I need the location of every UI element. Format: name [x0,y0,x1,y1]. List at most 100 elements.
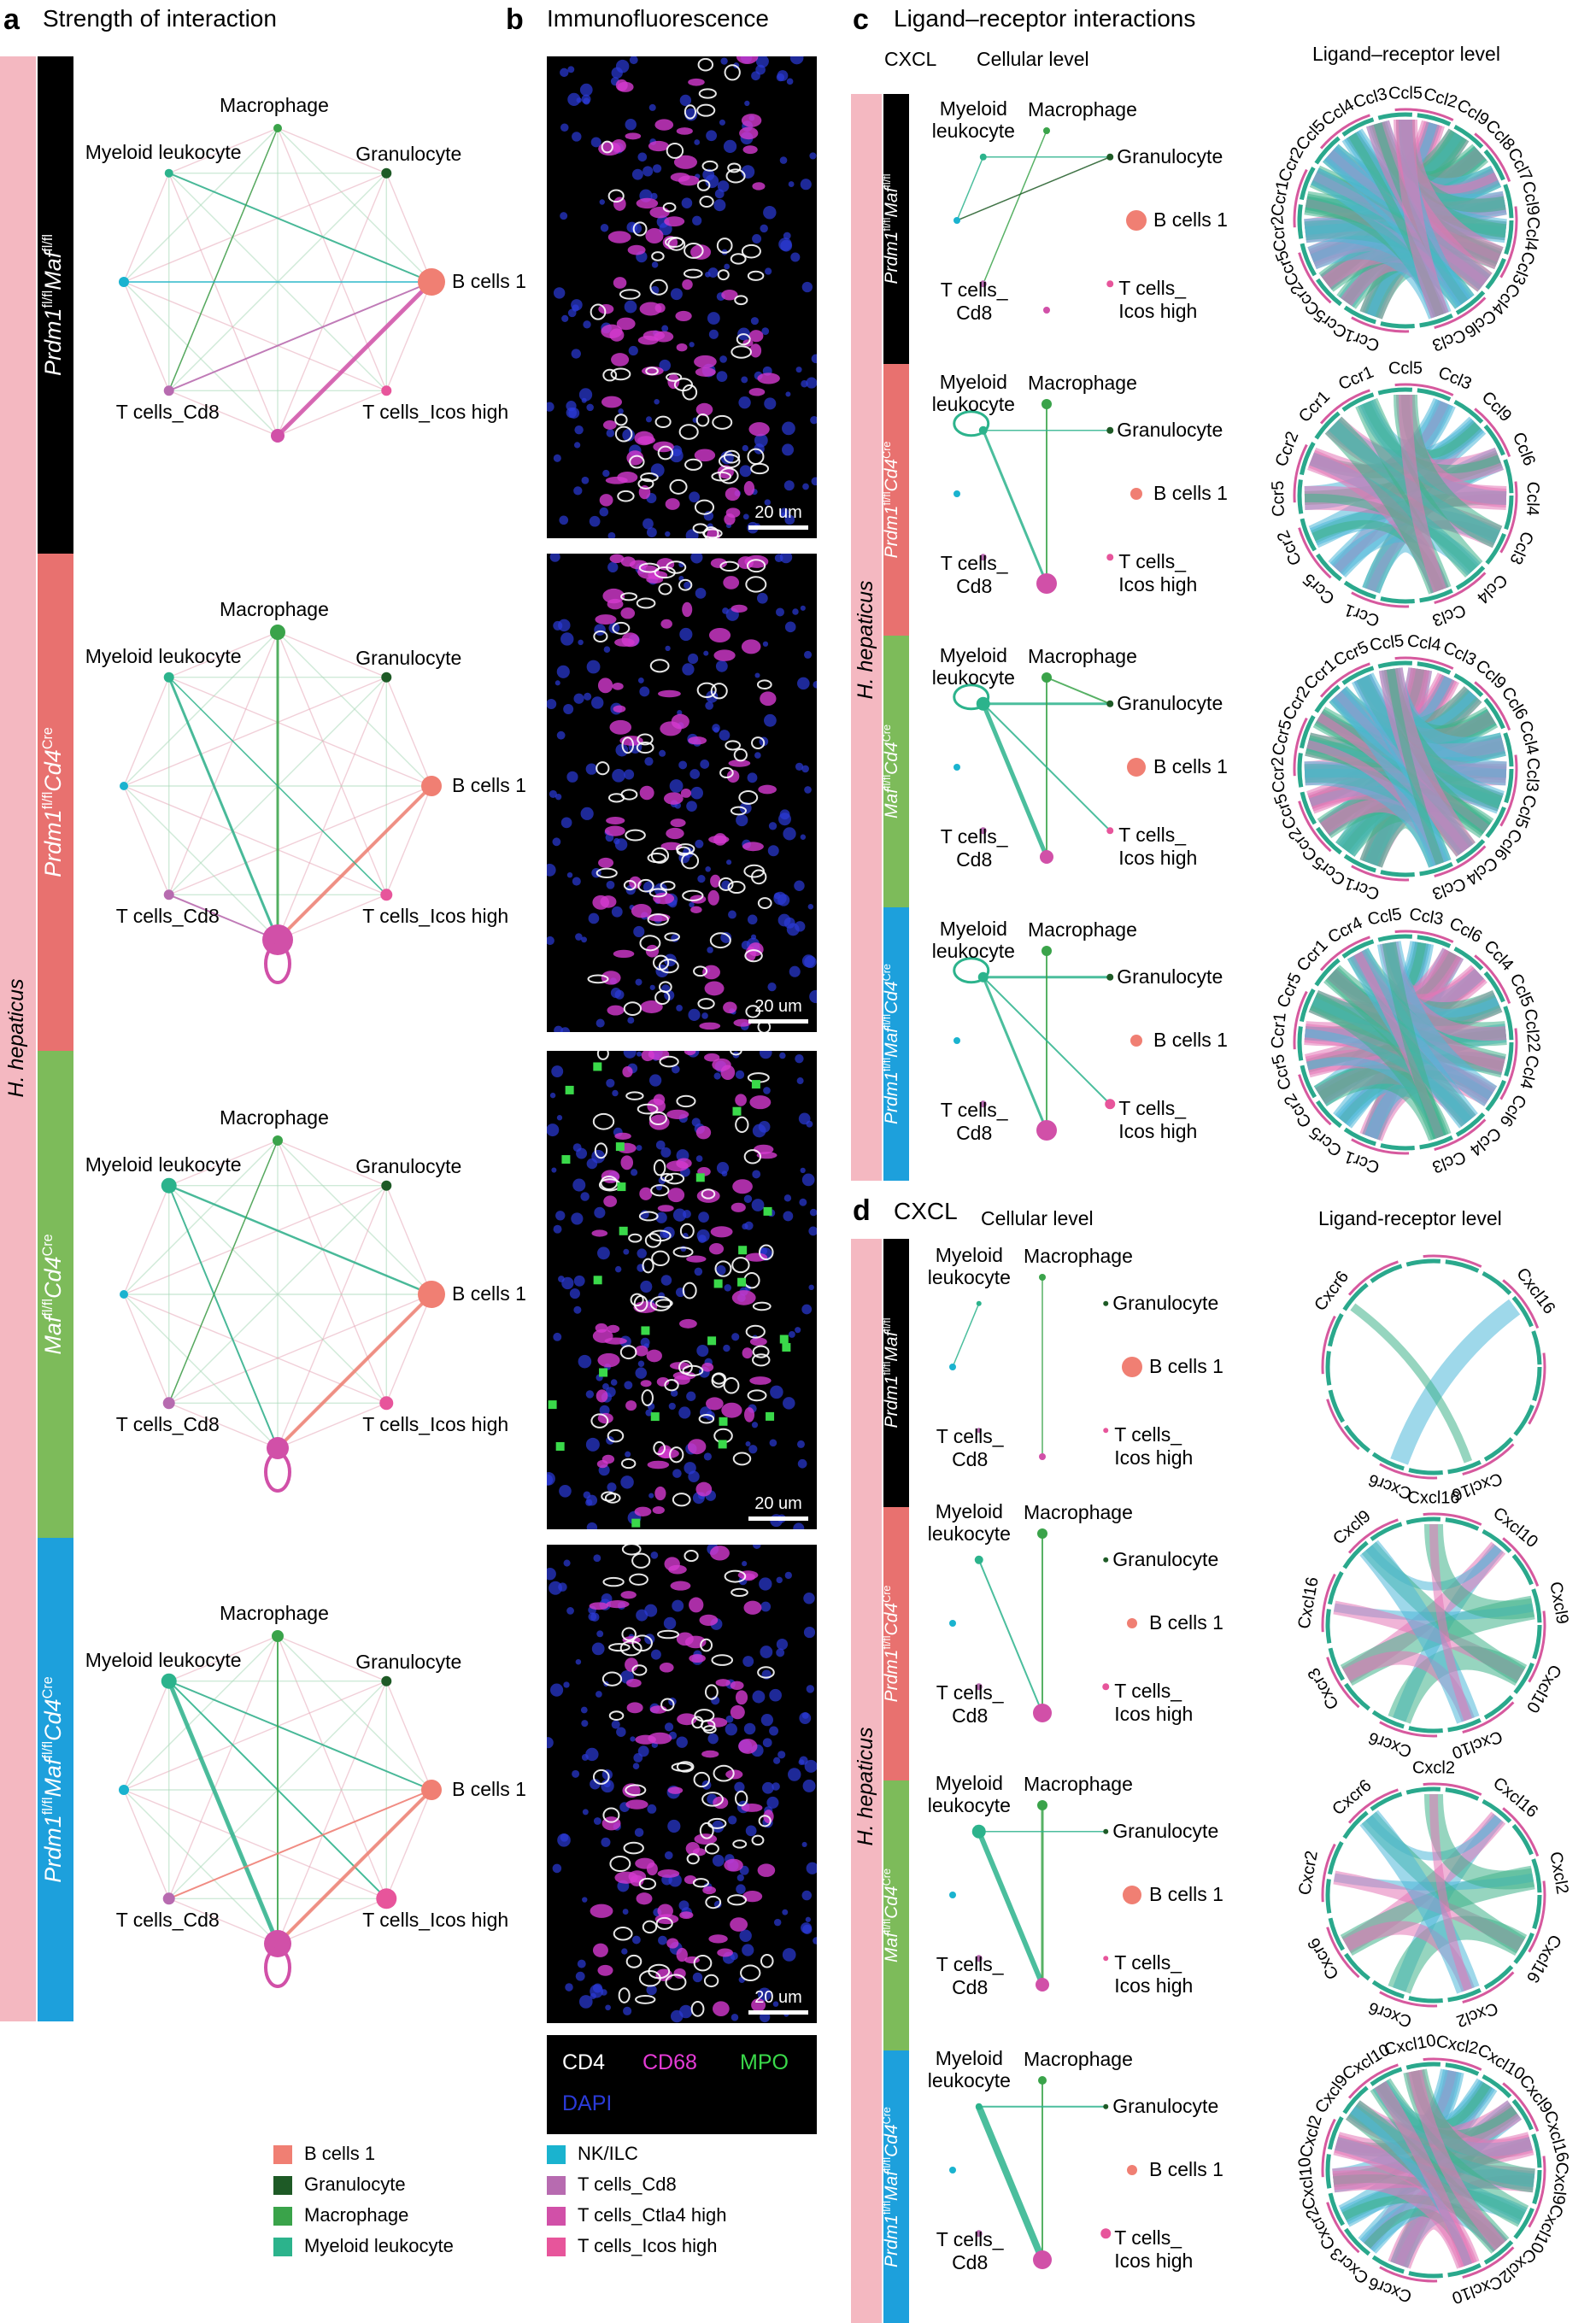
net-a-3-node-cd8 [162,1892,175,1905]
net-c-2-label-bcells: B cells 1 [1153,755,1228,777]
net-a-3-edge-faint [123,1681,387,1791]
myeloid-line: Myeloid [935,1771,1003,1794]
cd8-line: Cd8 [956,848,993,871]
legend-label: T cells_Icos high [578,2235,718,2256]
chord-d-3-label: Cxcr2 [1302,2204,1340,2253]
net-d-3-label-macrophage: Macrophage [1024,2048,1133,2070]
net-a-3-node-mac [272,1630,284,1642]
chord-c-0: Ccr1Ccr5Ccr2Ccr5Ccr2Ccr1Ccr2Ccl5Ccl4Ccl3… [1268,84,1543,355]
icos-line: Icos high [1114,1702,1194,1725]
net-a-2-edge-faint [168,1402,279,1449]
net-a-3-label-granulocyte: Granulocyte [355,1650,462,1673]
net-a-1-edge-faint [385,785,432,895]
icos-line: T cells_ [1118,277,1187,300]
chord-c-1-ribbon [1399,394,1446,593]
chord-c-2-arc [1297,660,1514,877]
net-a-1-edge-faint [277,631,432,787]
net-d-1-node-cd8 [975,1683,983,1691]
myeloid-line: Myeloid [939,97,1007,120]
net-a-1-label-icos: T cells_Icos high [362,905,509,928]
chord-c-3-arc [1297,934,1514,1151]
net-a-0-node-mye [164,168,173,178]
net-d-2-label-granulocyte: Granulocyte [1112,1819,1219,1842]
net-a-1-edge-faint [385,677,432,787]
net-a-2-edge-faint [123,1185,387,1295]
panel-c-cellular-level: Cellular level [977,48,1089,70]
chord-c-1-arc [1297,387,1514,604]
legend-item-0: B cells 1 [273,2143,375,2165]
chord-d-2-label: Cxcr2 [1295,1850,1322,1897]
panel-title-b: Immunofluorescence [547,5,769,32]
chord-c-0-label: Ccr1 [1268,179,1293,217]
net-a-3-node-mye [161,1673,177,1689]
net-d-0-label-granulocyte: Granulocyte [1112,1291,1219,1314]
net-a-3-edge [168,1789,432,1900]
net-d-1-label-bcells: B cells 1 [1149,1611,1223,1634]
legend-swatch [273,2145,292,2165]
net-c-2-node-bcells [1127,758,1146,777]
scalebar-label-2: 20 um [754,1494,802,1513]
net-c-0-edge [983,130,1047,285]
net-a-1-edge-faint [123,785,170,895]
net-d-3-label-icos: T cells_ Icos high [1114,2226,1193,2272]
icos-line: T cells_ [1118,550,1187,573]
net-a-1-edge-faint [123,631,279,787]
net-a-3-edge-faint [168,1635,279,1899]
scalebar-3: 20 um [748,1988,808,2015]
net-c-2-label-icos: T cells_ Icos high [1118,824,1197,869]
net-a-3-selfloop [264,1947,291,1988]
net-a-2-node-cd8 [162,1397,175,1410]
net-d-2-node-icos [1103,1956,1109,1962]
net-a-3-node-icos [376,1888,397,1909]
chord-c-0-arc [1297,112,1514,329]
net-c-1-node-icos [1106,554,1114,561]
chord-d-1: Cxcr6Cxcr3Cxcl16Cxcl9Cxcl16Cxcl10Cxcl9Cx… [1294,1488,1571,1762]
net-a-2-edge-faint [123,1185,170,1295]
net-a-3-edge-faint [277,1681,387,1945]
chord-c-2-label: Ccl3 [1429,874,1468,903]
net-a-3-node-bcells [421,1780,442,1800]
panel-title-c: Ligand–receptor interactions [894,5,1196,32]
chord-c-3-label: Ccr5 [1269,1053,1295,1092]
net-a-3-edge-faint [277,1635,387,1682]
net-d-3-graph [949,2076,1137,2269]
net-a-3-label-bcells: B cells 1 [452,1778,526,1800]
net-a-2-node-mye [161,1177,177,1194]
net-a-0-label-cd8: T cells_Cd8 [115,401,220,424]
infection-band-d [851,1239,882,2323]
chord-d-1-label: Cxcl16 [1294,1575,1322,1630]
net-c-3-selfloop [953,957,990,984]
chord-c-1-label: Ccl9 [1478,388,1516,425]
legend-swatch [547,2145,566,2165]
cd8-line: T cells_ [940,552,1008,575]
net-a-2-label-myeloid: Myeloid leukocyte [85,1153,242,1176]
myeloid-line: leukocyte [927,2069,1011,2092]
net-a-3-edge [168,1680,432,1791]
icos-line: T cells_ [1114,1951,1182,1974]
cd8-line: T cells_ [940,1099,1008,1122]
chord-c-2-arc-outer [1293,656,1518,882]
myeloid-line: leukocyte [927,1794,1011,1817]
net-c-2-label-macrophage: Macrophage [1028,645,1137,667]
net-d-2-graph [949,1800,1141,1992]
panel-letter-d: d [853,1194,871,1227]
chord-c-3-label: Ccr2 [1281,1090,1316,1130]
net-a-1-edge [168,894,279,941]
net-a-2-label-macrophage: Macrophage [220,1106,329,1129]
net-c-0-node-ctla [1043,307,1050,314]
net-c-0-node-cd8 [979,280,987,288]
chord-c-3-label: Ccl3 [1429,1147,1468,1176]
net-d-0-label-macrophage: Macrophage [1024,1245,1133,1267]
net-a-1-label-cd8: T cells_Cd8 [115,905,220,928]
net-a-2-label-icos: T cells_Icos high [362,1413,509,1436]
chord-c-0-label: Ccl4 [1521,215,1543,251]
net-a-0-edge-faint [123,281,279,437]
myeloid-line: leukocyte [931,940,1015,963]
net-a-0-node-cd8 [163,385,174,396]
genotype-band-d-1 [883,1507,909,1780]
